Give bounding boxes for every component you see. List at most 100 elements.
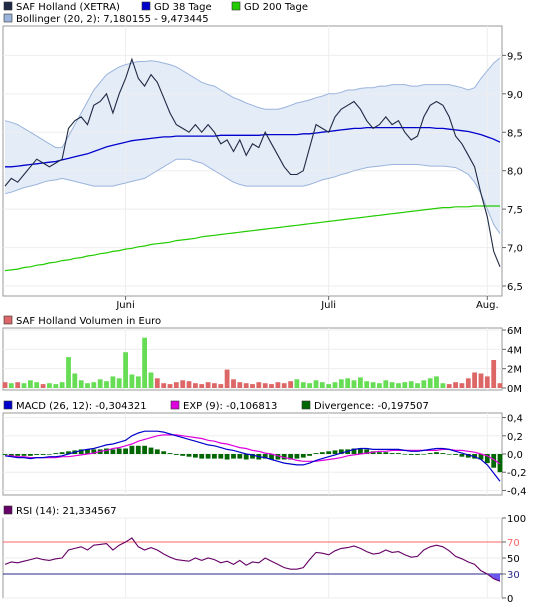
legend-label: EXP (9): -0,106813: [183, 401, 277, 412]
volume-panel-frame: [2, 327, 503, 391]
divergence-bar: [180, 454, 186, 456]
volume-bar: [497, 383, 503, 388]
volume-bar: [262, 383, 268, 388]
volume-bar: [294, 379, 300, 388]
legend-swatch: [231, 1, 241, 11]
price-y-tick-label: 9,5: [507, 51, 523, 62]
volume-bar: [47, 383, 52, 388]
volume-y-tick-label: 0M: [507, 384, 522, 395]
volume-y-tick-label: 6M: [507, 326, 522, 337]
divergence-bar: [8, 454, 14, 456]
rsi-y-axis: 100 70 50 30 0: [502, 514, 526, 605]
volume-bar: [402, 382, 408, 388]
divergence-bar: [396, 453, 401, 454]
volume-bar: [307, 383, 312, 388]
divergence-bar: [129, 445, 135, 454]
volume-bar: [28, 380, 33, 388]
rsi-legend: RSI (14): 21,334567: [3, 505, 117, 517]
volume-bar: [97, 379, 103, 388]
volume-bar: [269, 384, 274, 388]
divergence-bar: [383, 452, 389, 454]
volume-bar: [351, 380, 357, 388]
divergence-bar: [358, 448, 363, 454]
divergence-bar: [116, 448, 122, 454]
volume-bar: [250, 384, 255, 388]
divergence-bar: [110, 449, 116, 454]
volume-bar: [180, 380, 186, 388]
volume-bar: [104, 381, 109, 388]
divergence-bar: [313, 453, 319, 454]
price-y-tick-label: 8,5: [507, 128, 523, 139]
macd-line: [4, 430, 501, 482]
exp-line: [5, 434, 501, 465]
divergence-bar: [199, 454, 205, 459]
divergence-bar: [78, 449, 84, 454]
macd-y-axis: 0,4 0,2 0,0 -0,2 -0,4: [502, 414, 527, 497]
price-y-tick-label: 8,0: [507, 167, 523, 178]
volume-bar: [186, 381, 192, 388]
volume-bar: [275, 382, 281, 388]
volume-bar: [383, 380, 389, 388]
macd-y-tick-label: 0,2: [507, 432, 523, 443]
divergence-bar: [85, 449, 90, 454]
divergence-bar: [453, 454, 458, 455]
rsi-y-tick-label: 100: [507, 514, 526, 525]
volume-bar: [465, 378, 471, 388]
divergence-bar: [415, 454, 420, 455]
legend-swatch: [170, 400, 180, 410]
divergence-bar: [224, 454, 230, 460]
volume-bar: [15, 382, 21, 388]
divergence-bar: [408, 454, 414, 455]
divergence-bar: [307, 454, 312, 456]
divergence-bar: [275, 454, 281, 460]
divergence-bar: [40, 454, 46, 455]
volume-bars: [2, 337, 503, 388]
volume-bar: [377, 383, 382, 388]
gd200-line: [4, 205, 500, 272]
volume-bar: [459, 383, 465, 388]
volume-bar: [199, 384, 205, 388]
rsi-y-tick-label: 0: [507, 594, 513, 605]
legend-swatch: [3, 505, 13, 515]
divergence-bar: [484, 454, 490, 464]
volume-bar: [212, 383, 217, 388]
divergence-bar: [319, 452, 325, 454]
divergence-bar: [47, 454, 52, 455]
macd-panel: 0,4 0,2 0,0 -0,2 -0,4 MACD (26, 12): -0,3043…: [2, 400, 527, 497]
divergence-bar: [288, 454, 293, 460]
rsi-series: [4, 537, 501, 582]
divergence-bar: [218, 454, 224, 459]
macd-y-tick-label: 0,0: [507, 450, 523, 461]
divergence-bar: [389, 453, 395, 454]
month-tick-label: Juni: [115, 300, 134, 311]
divergence-bar: [434, 452, 439, 454]
divergence-bar: [440, 453, 446, 454]
macd-series: [4, 430, 501, 482]
legend-label: Bollinger (20, 2): 7,180155 - 9,473445: [16, 14, 209, 25]
divergence-bar: [491, 454, 497, 468]
legend-swatch: [3, 13, 13, 23]
price-x-axis: Juni Juli Aug.: [115, 296, 499, 311]
volume-bar: [313, 380, 319, 388]
volume-bar: [338, 379, 344, 388]
rsi-y-tick-label: 50: [507, 554, 520, 565]
legend-swatch: [301, 400, 311, 410]
legend-swatch: [3, 315, 13, 325]
divergence-bar: [465, 454, 471, 458]
volume-bar: [34, 382, 40, 388]
volume-bar: [8, 383, 14, 388]
month-tick-label: Aug.: [476, 300, 499, 311]
macd-y-tick-label: -0,2: [507, 468, 527, 479]
divergence-bar: [148, 447, 154, 454]
divergence-bar: [142, 445, 147, 454]
volume-bar: [326, 384, 332, 388]
volume-bar: [434, 376, 439, 388]
volume-bar: [288, 381, 293, 388]
legend-swatch: [3, 400, 13, 410]
bollinger-upper-line: [4, 57, 501, 149]
volume-bar: [345, 378, 351, 388]
price-y-tick-label: 7,5: [507, 205, 523, 216]
divergence-bar: [66, 451, 71, 454]
bollinger-lower-line: [4, 158, 501, 234]
macd-y-tick-label: 0,4: [507, 414, 523, 425]
